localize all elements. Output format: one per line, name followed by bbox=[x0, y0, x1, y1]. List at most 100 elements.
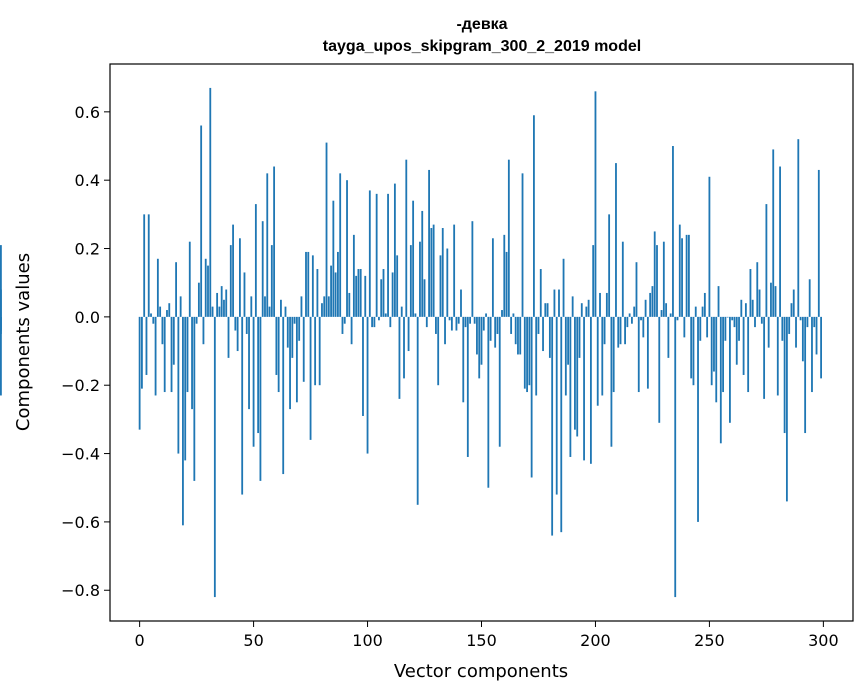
bar-46 bbox=[243, 272, 246, 317]
bar-119 bbox=[409, 245, 412, 317]
bar-170 bbox=[526, 316, 528, 393]
bar-12 bbox=[166, 310, 168, 317]
bar-69 bbox=[295, 316, 298, 403]
bar-162 bbox=[507, 159, 510, 317]
bar-120 bbox=[412, 200, 415, 317]
bar-110 bbox=[389, 316, 392, 328]
bar-164 bbox=[512, 313, 515, 317]
bar-159 bbox=[501, 310, 503, 317]
bar-65 bbox=[286, 316, 289, 348]
bar-245 bbox=[697, 316, 699, 522]
bar-51 bbox=[254, 204, 257, 317]
bar-31 bbox=[209, 87, 212, 317]
bar-228 bbox=[658, 316, 661, 423]
bar-79 bbox=[318, 316, 321, 386]
bar-64 bbox=[284, 306, 287, 317]
bar-19 bbox=[182, 316, 184, 526]
bar-54 bbox=[261, 221, 264, 317]
bar-172 bbox=[530, 316, 533, 478]
bar-235 bbox=[674, 316, 677, 598]
bar-86 bbox=[334, 272, 337, 317]
bar-214 bbox=[626, 316, 629, 328]
x-tick-label: 250 bbox=[694, 631, 725, 650]
bar-9 bbox=[159, 306, 162, 317]
bar-191 bbox=[574, 316, 576, 430]
bar-94 bbox=[352, 234, 355, 317]
bar-233 bbox=[669, 313, 672, 317]
bar-165 bbox=[514, 316, 517, 345]
bar-237 bbox=[678, 224, 681, 317]
bar-254 bbox=[717, 286, 720, 317]
bar-266 bbox=[744, 303, 747, 317]
bar-91 bbox=[346, 180, 348, 317]
bar-157 bbox=[496, 316, 499, 334]
bar-85 bbox=[332, 200, 335, 317]
bar-22 bbox=[188, 241, 191, 317]
bar-95 bbox=[355, 275, 358, 317]
chart-title: -девка bbox=[456, 16, 507, 33]
bar-109 bbox=[387, 193, 389, 317]
bar-131 bbox=[437, 316, 440, 386]
bar-207 bbox=[610, 316, 613, 447]
y-tick-label: 0.0 bbox=[75, 308, 100, 327]
bar-199 bbox=[592, 245, 595, 317]
bar-212 bbox=[621, 241, 624, 317]
bar-144 bbox=[466, 316, 469, 457]
bar-40 bbox=[229, 245, 232, 317]
bar-287 bbox=[792, 289, 795, 317]
bar-13 bbox=[168, 303, 171, 317]
bar-175 bbox=[537, 316, 540, 334]
bar-38 bbox=[225, 289, 228, 317]
bar-231 bbox=[665, 303, 668, 317]
bar-234 bbox=[672, 146, 674, 317]
bar-126 bbox=[425, 316, 428, 328]
bar-295 bbox=[811, 316, 813, 393]
bar-238 bbox=[681, 238, 683, 317]
y-axis-label: Components values bbox=[13, 253, 34, 431]
bar-106 bbox=[380, 279, 383, 317]
bar-280 bbox=[776, 316, 779, 396]
bar-134 bbox=[444, 316, 446, 345]
bar-181 bbox=[551, 316, 554, 536]
bar-52 bbox=[257, 316, 260, 434]
x-tick-label: 150 bbox=[466, 631, 497, 650]
bar-undefined bbox=[0, 289, 2, 317]
bar-264 bbox=[740, 299, 743, 317]
bar-288 bbox=[795, 316, 797, 348]
bar-167 bbox=[519, 316, 522, 355]
bar-82 bbox=[325, 142, 328, 317]
bar-55 bbox=[264, 296, 266, 317]
bar-248 bbox=[703, 292, 706, 317]
bar-182 bbox=[553, 289, 556, 317]
bar-221 bbox=[642, 316, 645, 338]
bar-27 bbox=[200, 125, 203, 317]
bar-96 bbox=[357, 269, 360, 317]
bar-197 bbox=[587, 299, 590, 317]
bar-270 bbox=[754, 316, 756, 328]
bar-123 bbox=[419, 241, 421, 317]
bar-0 bbox=[138, 316, 141, 430]
bar-239 bbox=[683, 316, 686, 338]
bar-7 bbox=[154, 316, 157, 396]
bar-147 bbox=[473, 316, 476, 324]
bar-189 bbox=[569, 316, 572, 457]
bar-153 bbox=[487, 316, 490, 488]
bar-256 bbox=[722, 316, 724, 393]
bar-1 bbox=[141, 316, 143, 389]
bar-25 bbox=[195, 316, 198, 324]
bar-90 bbox=[343, 316, 346, 324]
bar-14 bbox=[170, 316, 173, 393]
bar-41 bbox=[232, 224, 234, 317]
bar-224 bbox=[649, 292, 652, 317]
bar-148 bbox=[476, 316, 478, 355]
bar-56 bbox=[266, 173, 269, 317]
bar-232 bbox=[667, 316, 670, 358]
bar-132 bbox=[439, 255, 442, 317]
bar-218 bbox=[635, 262, 638, 317]
bar-122 bbox=[416, 316, 419, 505]
bar-104 bbox=[375, 193, 378, 317]
bar-99 bbox=[364, 275, 367, 317]
bar-262 bbox=[735, 316, 738, 365]
bar-47 bbox=[245, 316, 248, 334]
bar-149 bbox=[478, 316, 481, 379]
